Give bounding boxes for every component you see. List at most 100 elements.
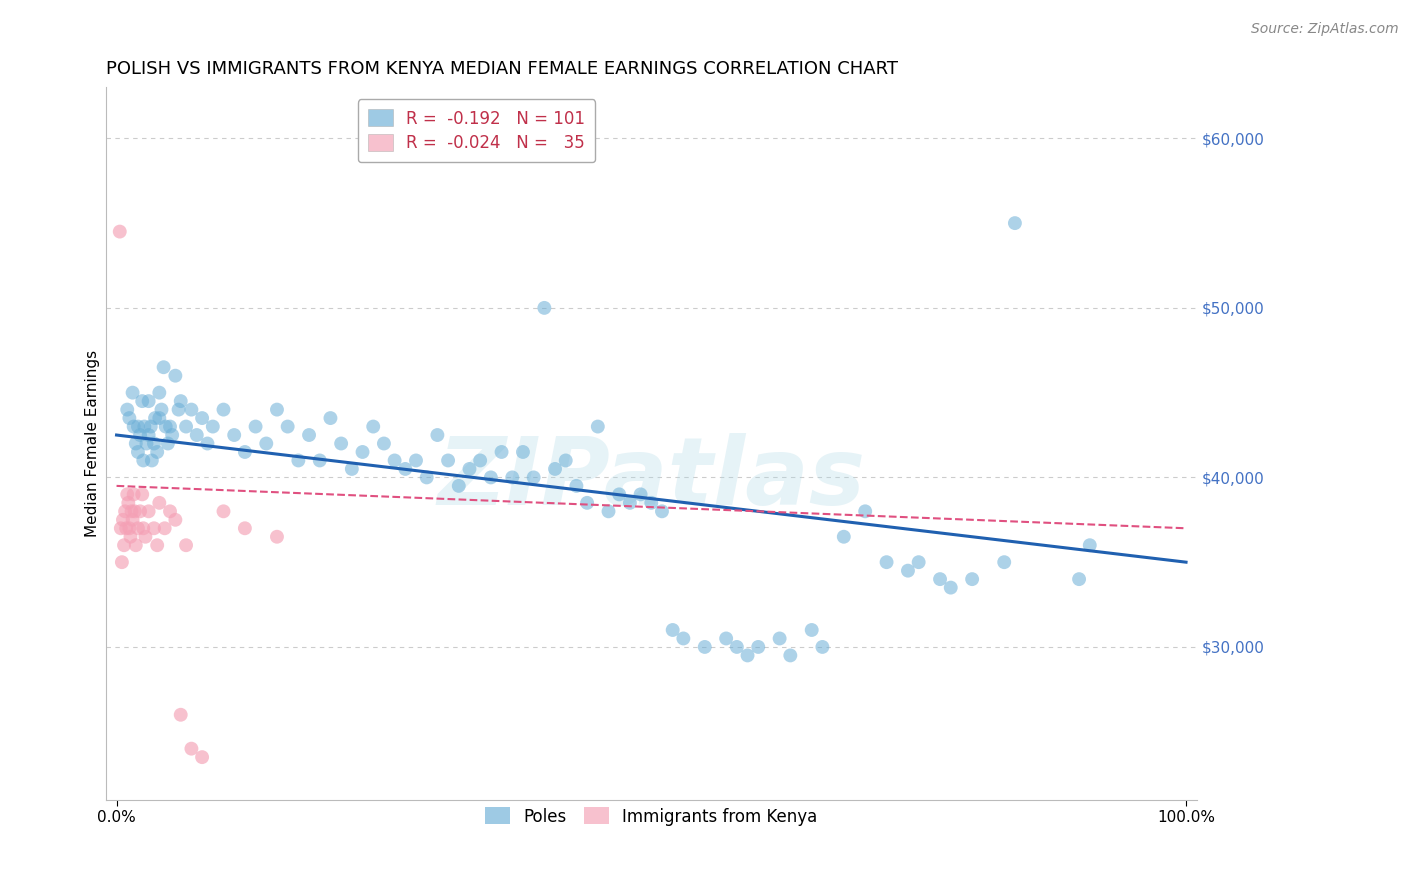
Point — [1004, 216, 1026, 230]
Point — [155, 419, 177, 434]
Text: POLISH VS IMMIGRANTS FROM KENYA MEDIAN FEMALE EARNINGS CORRELATION CHART: POLISH VS IMMIGRANTS FROM KENYA MEDIAN F… — [105, 60, 898, 78]
Point — [139, 419, 162, 434]
Point — [127, 419, 149, 434]
Point — [146, 538, 169, 552]
Point — [141, 453, 163, 467]
Point — [672, 632, 695, 646]
Point — [619, 496, 641, 510]
Point — [201, 419, 224, 434]
Point — [129, 504, 152, 518]
Point — [134, 530, 156, 544]
Point — [111, 555, 134, 569]
Point — [661, 623, 683, 637]
Point — [607, 487, 630, 501]
Point — [565, 479, 588, 493]
Point — [212, 504, 235, 518]
Point — [191, 411, 214, 425]
Point — [1078, 538, 1101, 552]
Point — [447, 479, 470, 493]
Point — [319, 411, 342, 425]
Point — [117, 496, 139, 510]
Point — [598, 504, 620, 518]
Legend: Poles, Immigrants from Kenya: Poles, Immigrants from Kenya — [477, 799, 825, 834]
Point — [153, 521, 176, 535]
Y-axis label: Median Female Earnings: Median Female Earnings — [86, 350, 100, 537]
Point — [437, 453, 460, 467]
Point — [120, 530, 142, 544]
Point — [132, 453, 155, 467]
Point — [191, 750, 214, 764]
Point — [129, 428, 152, 442]
Point — [811, 640, 834, 654]
Point — [394, 462, 416, 476]
Point — [138, 504, 160, 518]
Point — [212, 402, 235, 417]
Point — [779, 648, 801, 663]
Point — [266, 402, 288, 417]
Point — [993, 555, 1015, 569]
Point — [714, 632, 737, 646]
Point — [135, 436, 157, 450]
Point — [134, 419, 156, 434]
Point — [121, 513, 143, 527]
Point — [197, 436, 219, 450]
Point — [523, 470, 546, 484]
Point — [170, 394, 193, 409]
Point — [233, 521, 256, 535]
Point — [138, 394, 160, 409]
Point — [737, 648, 759, 663]
Point — [266, 530, 288, 544]
Point — [298, 428, 321, 442]
Point — [152, 360, 174, 375]
Point — [533, 301, 555, 315]
Point — [159, 504, 181, 518]
Point — [124, 504, 146, 518]
Point — [148, 411, 170, 425]
Point — [127, 445, 149, 459]
Point — [156, 436, 179, 450]
Text: Source: ZipAtlas.com: Source: ZipAtlas.com — [1251, 22, 1399, 37]
Point — [340, 462, 363, 476]
Point — [233, 445, 256, 459]
Point — [125, 436, 148, 450]
Point — [512, 445, 534, 459]
Point — [110, 521, 132, 535]
Point — [121, 504, 143, 518]
Point — [426, 428, 449, 442]
Point — [576, 496, 599, 510]
Point — [651, 504, 673, 518]
Point — [165, 513, 187, 527]
Point — [361, 419, 384, 434]
Point — [160, 428, 183, 442]
Point — [458, 462, 481, 476]
Point — [118, 411, 141, 425]
Point — [108, 225, 131, 239]
Point — [180, 402, 202, 417]
Point — [725, 640, 748, 654]
Point — [1067, 572, 1090, 586]
Point — [373, 436, 395, 450]
Point — [117, 487, 139, 501]
Point — [115, 521, 138, 535]
Point — [640, 496, 662, 510]
Point — [800, 623, 823, 637]
Point — [165, 368, 187, 383]
Point — [384, 453, 406, 467]
Point — [127, 521, 149, 535]
Point — [415, 470, 437, 484]
Point — [501, 470, 523, 484]
Point — [174, 419, 197, 434]
Point — [131, 394, 153, 409]
Point — [170, 707, 193, 722]
Point — [148, 496, 170, 510]
Point — [554, 453, 576, 467]
Point — [876, 555, 898, 569]
Point — [769, 632, 792, 646]
Point — [112, 538, 135, 552]
Point — [131, 487, 153, 501]
Point — [138, 428, 160, 442]
Point — [330, 436, 353, 450]
Point — [586, 419, 609, 434]
Point — [907, 555, 929, 569]
Point — [167, 402, 190, 417]
